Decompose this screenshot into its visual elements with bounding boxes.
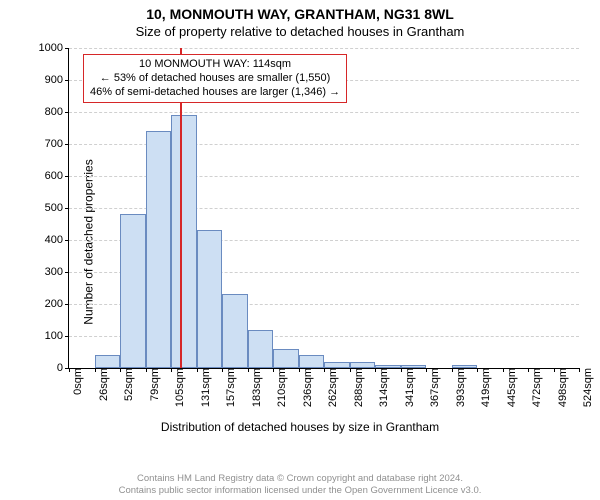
x-tick-label: 341sqm: [404, 368, 416, 407]
y-tick-label: 200: [45, 298, 69, 310]
x-tick-mark: [503, 368, 504, 372]
x-tick-mark: [95, 368, 96, 372]
x-tick-mark: [273, 368, 274, 372]
footer-line2: Contains public sector information licen…: [0, 485, 600, 496]
x-tick-mark: [350, 368, 351, 372]
histogram-bar: [273, 349, 299, 368]
x-tick-label: 183sqm: [251, 368, 263, 407]
chart-title-address: 10, MONMOUTH WAY, GRANTHAM, NG31 8WL: [0, 0, 600, 22]
x-tick-mark: [120, 368, 121, 372]
x-tick-label: 498sqm: [557, 368, 569, 407]
x-tick-mark: [554, 368, 555, 372]
annotation-line3: 46% of semi-detached houses are larger (…: [90, 86, 340, 100]
x-tick-label: 210sqm: [276, 368, 288, 407]
x-tick-label: 367sqm: [429, 368, 441, 407]
x-tick-label: 0sqm: [72, 368, 84, 395]
x-tick-label: 26sqm: [98, 368, 110, 401]
y-tick-label: 600: [45, 170, 69, 182]
x-tick-mark: [375, 368, 376, 372]
histogram-bar: [248, 330, 274, 368]
x-tick-label: 393sqm: [455, 368, 467, 407]
x-tick-mark: [222, 368, 223, 372]
y-tick-label: 900: [45, 74, 69, 86]
x-tick-label: 131sqm: [200, 368, 212, 407]
x-tick-label: 524sqm: [582, 368, 594, 407]
x-tick-mark: [579, 368, 580, 372]
gridline: [69, 112, 579, 113]
x-tick-mark: [324, 368, 325, 372]
x-tick-mark: [248, 368, 249, 372]
y-tick-label: 1000: [39, 42, 69, 54]
footer-attribution: Contains HM Land Registry data © Crown c…: [0, 473, 600, 496]
x-tick-mark: [528, 368, 529, 372]
x-tick-label: 288sqm: [353, 368, 365, 407]
x-tick-mark: [426, 368, 427, 372]
x-axis-label: Distribution of detached houses by size …: [0, 420, 600, 434]
histogram-bar: [222, 294, 248, 368]
x-tick-label: 52sqm: [123, 368, 135, 401]
y-tick-label: 500: [45, 202, 69, 214]
x-tick-label: 445sqm: [506, 368, 518, 407]
y-tick-label: 300: [45, 266, 69, 278]
histogram-bar: [95, 355, 121, 368]
x-tick-mark: [401, 368, 402, 372]
x-tick-label: 105sqm: [174, 368, 186, 407]
histogram-bar: [146, 131, 172, 368]
x-tick-mark: [197, 368, 198, 372]
x-tick-mark: [477, 368, 478, 372]
x-tick-mark: [69, 368, 70, 372]
x-tick-label: 419sqm: [480, 368, 492, 407]
chart-title-subtitle: Size of property relative to detached ho…: [0, 22, 600, 39]
x-tick-label: 79sqm: [149, 368, 161, 401]
annotation-line2: ← 53% of detached houses are smaller (1,…: [90, 72, 340, 86]
x-tick-mark: [452, 368, 453, 372]
x-tick-label: 157sqm: [225, 368, 237, 407]
footer-line1: Contains HM Land Registry data © Crown c…: [0, 473, 600, 484]
histogram-bar: [171, 115, 197, 368]
histogram-bar: [197, 230, 223, 368]
gridline: [69, 48, 579, 49]
plot-area: 01002003004005006007008009001000 10 MONM…: [68, 48, 579, 369]
x-tick-mark: [146, 368, 147, 372]
chart-container: Number of detached properties 0100200300…: [0, 44, 600, 440]
x-tick-label: 314sqm: [378, 368, 390, 407]
y-tick-label: 100: [45, 330, 69, 342]
x-tick-mark: [171, 368, 172, 372]
histogram-bar: [120, 214, 146, 368]
x-tick-label: 472sqm: [531, 368, 543, 407]
x-tick-label: 236sqm: [302, 368, 314, 407]
y-tick-label: 800: [45, 106, 69, 118]
histogram-bar: [299, 355, 325, 368]
y-tick-label: 400: [45, 234, 69, 246]
y-tick-label: 0: [57, 362, 69, 374]
x-tick-mark: [299, 368, 300, 372]
x-tick-label: 262sqm: [327, 368, 339, 407]
annotation-box: 10 MONMOUTH WAY: 114sqm ← 53% of detache…: [83, 54, 347, 103]
y-tick-label: 700: [45, 138, 69, 150]
annotation-line1: 10 MONMOUTH WAY: 114sqm: [90, 58, 340, 72]
